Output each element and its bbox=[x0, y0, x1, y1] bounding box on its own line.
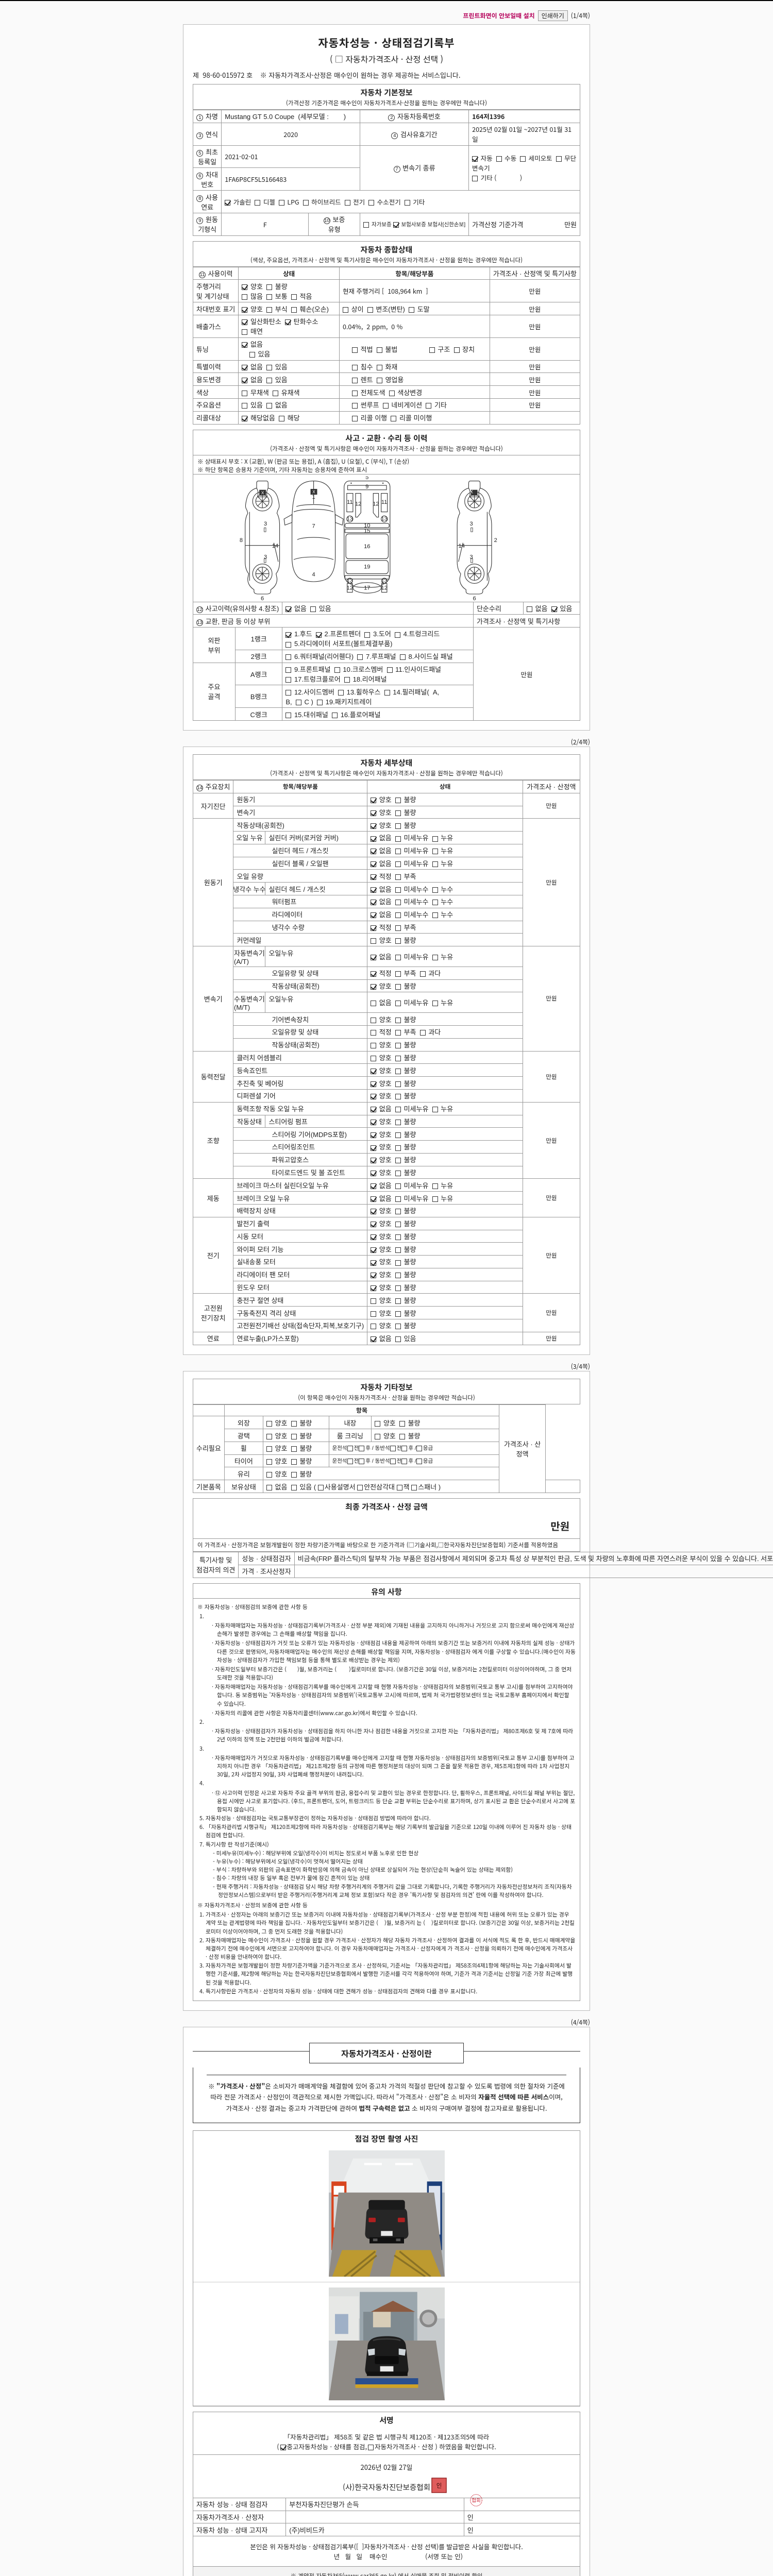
svg-text:X: X bbox=[261, 490, 264, 495]
svg-text:6: 6 bbox=[261, 596, 264, 600]
svg-text:12: 12 bbox=[381, 585, 388, 591]
svg-text:5: 5 bbox=[365, 477, 368, 481]
svg-text:11: 11 bbox=[381, 499, 388, 505]
svg-text:3: 3 bbox=[264, 521, 267, 527]
svg-text:14: 14 bbox=[272, 543, 278, 549]
svg-text:3: 3 bbox=[264, 554, 267, 560]
svg-text:2: 2 bbox=[494, 537, 497, 543]
svg-text:12: 12 bbox=[373, 501, 379, 507]
svg-text:6: 6 bbox=[473, 596, 476, 600]
svg-text:3: 3 bbox=[469, 521, 473, 527]
svg-text:15: 15 bbox=[364, 528, 370, 534]
svg-text:협회: 협회 bbox=[472, 2497, 481, 2503]
svg-text:19: 19 bbox=[364, 564, 370, 570]
svg-text:4: 4 bbox=[312, 571, 315, 578]
svg-text:12: 12 bbox=[355, 501, 361, 507]
svg-text:12: 12 bbox=[347, 585, 353, 591]
svg-text:16: 16 bbox=[364, 543, 370, 549]
svg-text:3: 3 bbox=[469, 554, 473, 560]
svg-text:13: 13 bbox=[381, 516, 388, 522]
svg-text:X: X bbox=[470, 489, 473, 494]
svg-text:7: 7 bbox=[312, 523, 315, 529]
svg-text:14: 14 bbox=[459, 543, 465, 549]
svg-text:9: 9 bbox=[365, 484, 368, 490]
svg-text:13: 13 bbox=[347, 578, 353, 584]
svg-text:13: 13 bbox=[347, 516, 353, 522]
svg-text:17: 17 bbox=[364, 585, 370, 591]
svg-text:인: 인 bbox=[436, 2482, 442, 2489]
svg-text:8: 8 bbox=[240, 537, 243, 543]
svg-text:13: 13 bbox=[381, 578, 388, 584]
svg-text:1: 1 bbox=[312, 494, 315, 500]
svg-text:11: 11 bbox=[347, 499, 353, 505]
